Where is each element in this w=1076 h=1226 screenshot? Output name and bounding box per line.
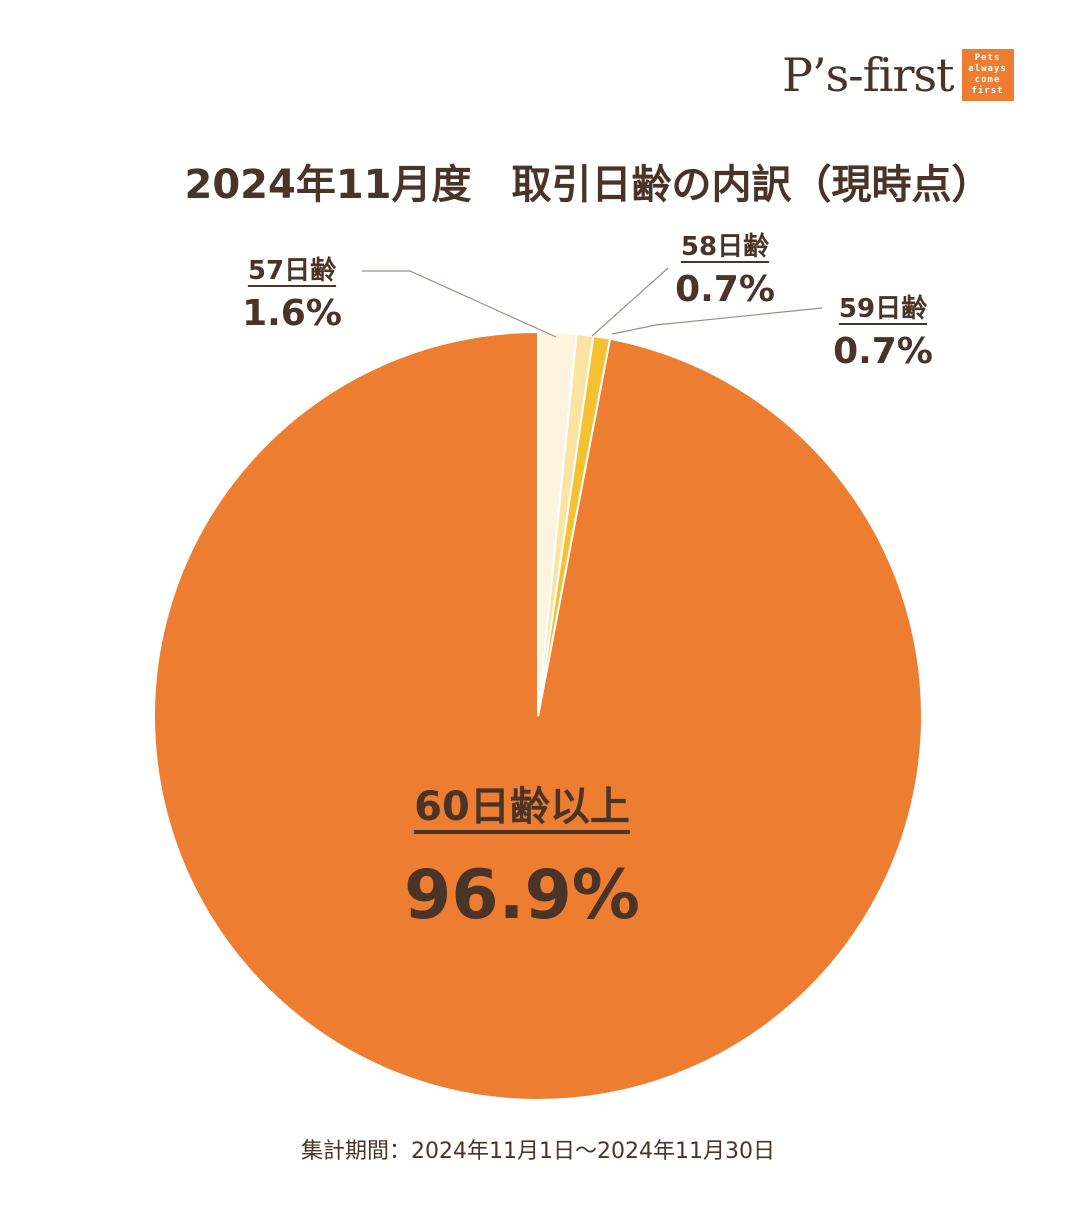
logo-badge-line: Pets (974, 53, 1001, 63)
leader-line-57 (362, 270, 557, 338)
slice-percent: 96.9% (404, 856, 640, 935)
slice-label-59: 59日齢 0.7% (808, 288, 958, 372)
leader-line-59 (611, 307, 823, 335)
logo-badge-line: always (968, 64, 1007, 74)
brand-logo: P’s-first Pets always come first (782, 46, 1014, 104)
pie-slice-3 (537, 330, 578, 717)
slice-category: 59日齢 (838, 294, 928, 324)
slice-percent: 0.7% (833, 331, 933, 372)
logo-text: P’s-first (782, 48, 955, 102)
slice-category: 57日齢 (247, 256, 337, 286)
logo-badge: Pets always come first (961, 49, 1014, 101)
slice-label-60plus: 60日齢以上 96.9% (372, 774, 672, 935)
chart-title: 2024年11月度 取引日齢の内訳（現時点） (184, 162, 992, 208)
aggregation-period: 集計期間：2024年11月1日～2024年11月30日 (301, 1139, 775, 1164)
slice-percent: 1.6% (242, 293, 342, 334)
slice-percent: 0.7% (675, 269, 775, 310)
slice-label-57: 57日齢 1.6% (222, 250, 362, 334)
leader-line-58 (591, 267, 669, 337)
logo-badge-line: come (974, 75, 1001, 85)
slice-category: 58日齢 (680, 232, 770, 262)
logo-badge-line: first (971, 86, 1004, 96)
slice-category: 60日齢以上 (414, 784, 630, 830)
slice-label-58: 58日齢 0.7% (650, 226, 800, 310)
